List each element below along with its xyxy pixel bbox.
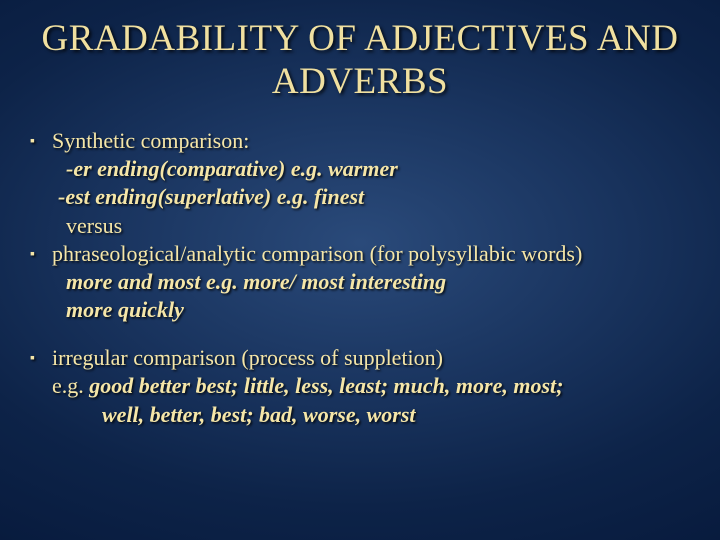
line-examples-2: well, better, best; bad, worse, worst — [52, 401, 690, 429]
text-est-ending: -est ending(superlative) e.g. finest — [58, 184, 364, 209]
line-examples-1: e.g. good better best; little, less, lea… — [52, 372, 690, 400]
text-phraseological: phraseological/analytic comparison — [52, 241, 364, 266]
text-er-ending: -er ending(comparative) e.g. warmer — [66, 156, 398, 181]
line-est-ending: -est ending(superlative) e.g. finest — [52, 183, 690, 211]
line-er-ending: -er ending(comparative) e.g. warmer — [52, 155, 690, 183]
text-polysyllabic: (for polysyllabic words) — [364, 241, 582, 266]
text-more-most: more and most e.g. more/ most interestin… — [66, 269, 446, 294]
line-more-quickly: more quickly — [52, 296, 690, 324]
bullet-synthetic: Synthetic comparison: — [52, 127, 690, 155]
text-eg-prefix: e.g. — [52, 373, 89, 398]
text-examples-2: well, better, best; bad, worse, worst — [102, 402, 416, 427]
text-more-quickly: more quickly — [66, 297, 184, 322]
text-versus: versus — [66, 213, 122, 238]
spacer — [52, 324, 690, 344]
slide-body: Synthetic comparison: -er ending(compara… — [30, 127, 690, 429]
slide-container: GRADABILITY OF ADJECTIVES AND ADVERBS Sy… — [0, 0, 720, 540]
line-more-most: more and most e.g. more/ most interestin… — [52, 268, 690, 296]
text-irregular: irregular comparison (process of supplet… — [52, 345, 443, 370]
slide-title: GRADABILITY OF ADJECTIVES AND ADVERBS — [30, 18, 690, 103]
bullet-irregular: irregular comparison (process of supplet… — [52, 344, 690, 372]
line-versus: versus — [52, 212, 690, 240]
bullet-phraseological: phraseological/analytic comparison (for … — [52, 240, 690, 268]
text-examples-1: good better best; little, less, least; m… — [89, 373, 563, 398]
text-synthetic: Synthetic comparison: — [52, 128, 249, 153]
